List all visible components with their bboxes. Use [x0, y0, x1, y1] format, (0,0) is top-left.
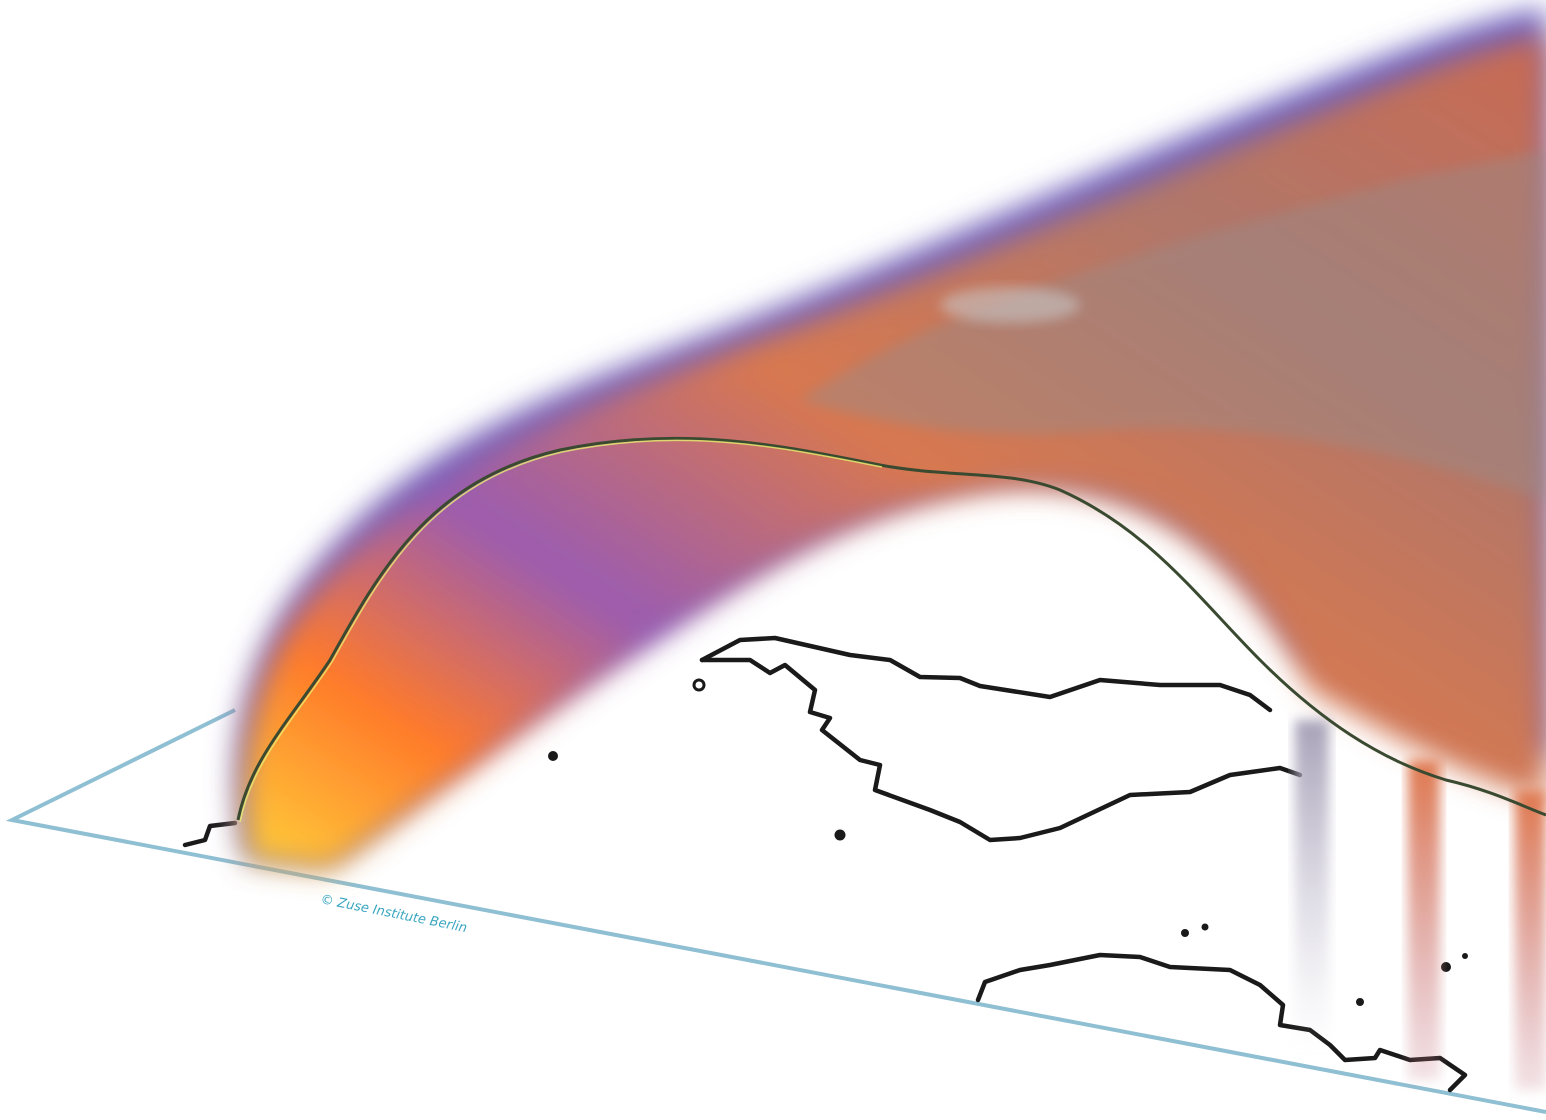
ground-plane: [5, 708, 1546, 1114]
coastlines: [182, 635, 1468, 1093]
credit: © Zuse Institute Berlin: [319, 892, 468, 936]
plume: [234, 8, 1546, 1090]
